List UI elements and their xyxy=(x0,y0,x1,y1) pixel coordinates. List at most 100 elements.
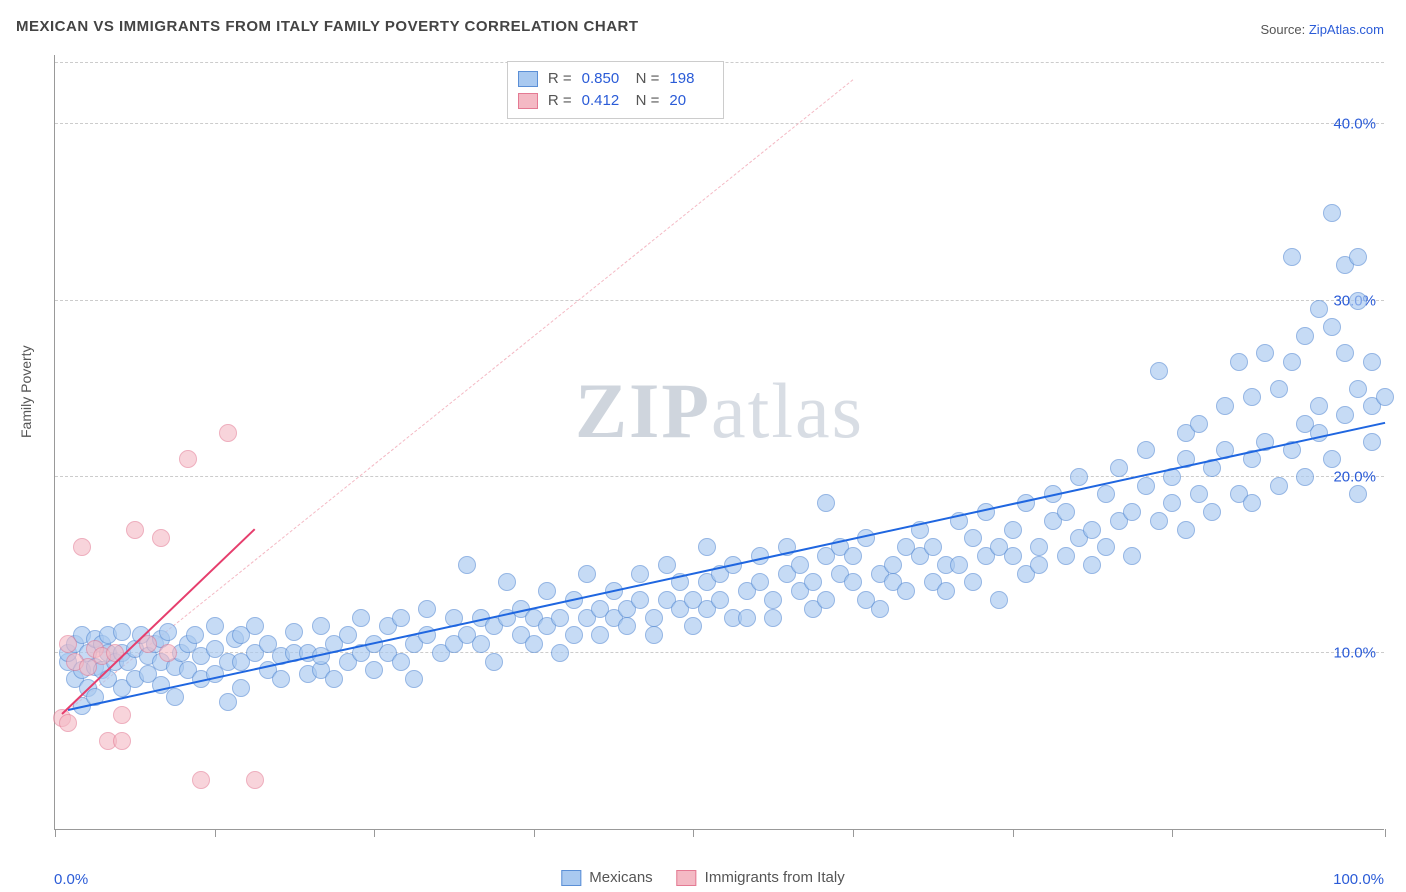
data-point-mexicans xyxy=(738,609,756,627)
legend-n-label: N = xyxy=(636,68,660,90)
data-point-mexicans xyxy=(1363,353,1381,371)
gridline xyxy=(55,300,1384,301)
source-attribution: Source: ZipAtlas.com xyxy=(1260,22,1384,37)
legend-row-italy: R = 0.412 N = 20 xyxy=(518,90,714,112)
data-point-mexicans xyxy=(764,591,782,609)
data-point-mexicans xyxy=(1310,397,1328,415)
data-point-mexicans xyxy=(525,635,543,653)
data-point-mexicans xyxy=(817,591,835,609)
data-point-mexicans xyxy=(1349,485,1367,503)
data-point-mexicans xyxy=(365,661,383,679)
data-point-mexicans xyxy=(964,573,982,591)
data-point-italy xyxy=(59,635,77,653)
data-point-italy xyxy=(106,644,124,662)
x-tick xyxy=(374,829,375,837)
swatch-mexicans xyxy=(518,71,538,87)
data-point-mexicans xyxy=(645,609,663,627)
data-point-mexicans xyxy=(246,617,264,635)
data-point-mexicans xyxy=(1296,468,1314,486)
data-point-mexicans xyxy=(1323,204,1341,222)
data-point-italy xyxy=(126,521,144,539)
source-name: ZipAtlas.com xyxy=(1309,22,1384,37)
data-point-mexicans xyxy=(1150,362,1168,380)
data-point-mexicans xyxy=(950,556,968,574)
x-axis-min-label: 0.0% xyxy=(54,871,88,888)
data-point-mexicans xyxy=(1256,344,1274,362)
data-point-mexicans xyxy=(472,635,490,653)
data-point-mexicans xyxy=(1283,353,1301,371)
data-point-mexicans xyxy=(219,693,237,711)
data-point-mexicans xyxy=(1349,292,1367,310)
legend-bottom: Mexicans Immigrants from Italy xyxy=(561,869,844,886)
scatter-plot: ZIPatlas 10.0%20.0%30.0%40.0%R =0.850N =… xyxy=(54,55,1384,830)
data-point-mexicans xyxy=(1030,556,1048,574)
swatch-italy xyxy=(677,870,697,886)
data-point-mexicans xyxy=(857,529,875,547)
x-tick xyxy=(534,829,535,837)
data-point-mexicans xyxy=(1349,380,1367,398)
data-point-mexicans xyxy=(1323,318,1341,336)
data-point-mexicans xyxy=(1110,459,1128,477)
legend-item-italy: Immigrants from Italy xyxy=(677,869,845,886)
data-point-mexicans xyxy=(711,591,729,609)
data-point-italy xyxy=(113,706,131,724)
source-label: Source: xyxy=(1260,22,1308,37)
data-point-mexicans xyxy=(392,609,410,627)
data-point-mexicans xyxy=(924,538,942,556)
data-point-mexicans xyxy=(631,565,649,583)
watermark-zip: ZIP xyxy=(575,367,711,454)
data-point-mexicans xyxy=(817,494,835,512)
data-point-mexicans xyxy=(1083,521,1101,539)
data-point-mexicans xyxy=(1310,300,1328,318)
data-point-mexicans xyxy=(232,679,250,697)
legend-row-mexicans: R = 0.850 N = 198 xyxy=(518,68,714,90)
data-point-mexicans xyxy=(551,609,569,627)
data-point-mexicans xyxy=(1243,494,1261,512)
data-point-mexicans xyxy=(618,617,636,635)
data-point-mexicans xyxy=(1243,388,1261,406)
data-point-mexicans xyxy=(1070,468,1088,486)
legend-n-value: 20 xyxy=(669,90,713,112)
data-point-italy xyxy=(113,732,131,750)
data-point-italy xyxy=(192,771,210,789)
data-point-mexicans xyxy=(1004,547,1022,565)
data-point-italy xyxy=(152,529,170,547)
data-point-mexicans xyxy=(1150,512,1168,530)
legend-label-mexicans: Mexicans xyxy=(589,869,652,886)
data-point-italy xyxy=(73,538,91,556)
data-point-italy xyxy=(219,424,237,442)
legend-r-value: 0.850 xyxy=(582,68,626,90)
data-point-mexicans xyxy=(186,626,204,644)
legend-n-value: 198 xyxy=(669,68,713,90)
x-tick xyxy=(1013,829,1014,837)
watermark-atlas: atlas xyxy=(711,367,864,454)
data-point-mexicans xyxy=(1349,248,1367,266)
data-point-mexicans xyxy=(1336,344,1354,362)
data-point-mexicans xyxy=(1190,485,1208,503)
data-point-mexicans xyxy=(1336,406,1354,424)
data-point-mexicans xyxy=(1004,521,1022,539)
data-point-italy xyxy=(159,644,177,662)
data-point-mexicans xyxy=(1097,485,1115,503)
x-tick xyxy=(693,829,694,837)
data-point-mexicans xyxy=(418,600,436,618)
data-point-mexicans xyxy=(658,556,676,574)
swatch-italy xyxy=(518,93,538,109)
swatch-mexicans xyxy=(561,870,581,886)
legend-r-value: 0.412 xyxy=(582,90,626,112)
data-point-mexicans xyxy=(206,617,224,635)
data-point-mexicans xyxy=(1296,327,1314,345)
data-point-mexicans xyxy=(964,529,982,547)
x-axis-max-label: 100.0% xyxy=(1333,871,1384,888)
data-point-mexicans xyxy=(751,573,769,591)
legend-r-label: R = xyxy=(548,68,572,90)
x-tick xyxy=(1172,829,1173,837)
data-point-mexicans xyxy=(565,626,583,644)
data-point-mexicans xyxy=(1203,503,1221,521)
gridline xyxy=(55,123,1384,124)
data-point-mexicans xyxy=(498,573,516,591)
legend-n-label: N = xyxy=(636,90,660,112)
legend-r-label: R = xyxy=(548,90,572,112)
data-point-mexicans xyxy=(578,565,596,583)
data-point-mexicans xyxy=(791,556,809,574)
